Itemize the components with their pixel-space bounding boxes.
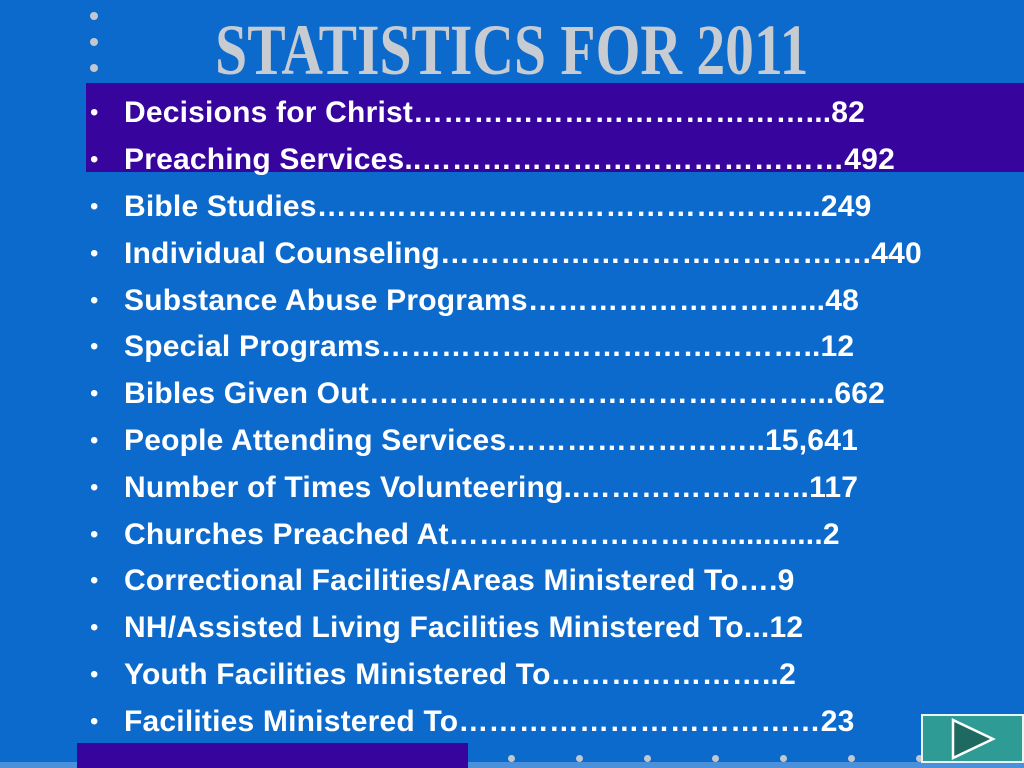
bullet-icon: •: [90, 473, 99, 501]
list-item-text: Youth Facilities Ministered To…………………..2: [124, 657, 796, 691]
list-item-text: Churches Preached At………………………...........…: [124, 517, 840, 551]
footer-dots: [508, 755, 923, 762]
dot-icon: [712, 755, 719, 762]
list-item: • Decisions for Christ…………………………………...82: [0, 90, 1024, 137]
slide-title: STATISTICS FOR 2011: [215, 10, 809, 90]
list-item-text: Special Programs……………………………………..12: [124, 330, 855, 364]
list-item: • Correctional Facilities/Areas Minister…: [0, 558, 1024, 605]
list-item-text: Individual Counseling…………………………………….440: [124, 236, 922, 270]
list-item: • Youth Facilities Ministered To………………….…: [0, 652, 1024, 699]
bullet-icon: •: [90, 520, 99, 548]
list-item: • NH/Assisted Living Facilities Minister…: [0, 605, 1024, 652]
bottom-edge-strip: [0, 762, 1024, 768]
list-item-text: Correctional Facilities/Areas Ministered…: [124, 564, 795, 598]
dot-icon: [90, 38, 98, 46]
list-item-text: Preaching Services..……………………………………492: [124, 143, 895, 177]
bullet-icon: •: [90, 380, 99, 408]
list-item-text: Decisions for Christ…………………………………...82: [124, 96, 866, 130]
bullet-icon: •: [90, 286, 99, 314]
bullet-icon: •: [90, 426, 99, 454]
list-item: • Number of Times Volunteering..………………….…: [0, 464, 1024, 511]
dot-icon: [644, 755, 651, 762]
list-item-text: Substance Abuse Programs………………………...48: [124, 283, 859, 317]
dot-icon: [508, 755, 515, 762]
bullet-icon: •: [90, 333, 99, 361]
next-slide-button[interactable]: [921, 714, 1024, 763]
dot-icon: [848, 755, 855, 762]
dot-icon: [576, 755, 583, 762]
title-dots: [90, 12, 98, 72]
highlight-bar: [86, 83, 1024, 172]
list-item-text: Facilities Ministered To………………………………23: [124, 704, 855, 738]
list-item: • Bible Studies……………………..…………………....249: [0, 184, 1024, 231]
dot-icon: [916, 755, 923, 762]
list-item: • People Attending Services……………………..15,…: [0, 418, 1024, 465]
bullet-icon: •: [90, 146, 99, 174]
list-item-text: Number of Times Volunteering..…………………..1…: [124, 470, 859, 504]
list-item: • Bibles Given Out……………..………………………...662: [0, 371, 1024, 418]
list-item: • Churches Preached At……………………….........…: [0, 511, 1024, 558]
bullet-icon: •: [90, 192, 99, 220]
list-item: • Substance Abuse Programs………………………...48: [0, 277, 1024, 324]
dot-icon: [780, 755, 787, 762]
list-item-text: Bibles Given Out……………..………………………...662: [124, 377, 886, 411]
list-item: • Special Programs……………………………………..12: [0, 324, 1024, 371]
bullet-icon: •: [90, 239, 99, 267]
dot-icon: [90, 64, 98, 72]
list-item-text: People Attending Services……………………..15,64…: [124, 423, 858, 457]
stats-list: • Decisions for Christ…………………………………...82…: [0, 90, 1024, 745]
bullet-icon: •: [90, 614, 99, 642]
play-icon: [951, 717, 996, 760]
title-container: STATISTICS FOR 2011: [0, 14, 1024, 86]
bullet-icon: •: [90, 660, 99, 688]
list-item: • Individual Counseling…………………………………….44…: [0, 230, 1024, 277]
footer-bar: [77, 743, 468, 768]
bullet-icon: •: [90, 99, 99, 127]
dot-icon: [90, 12, 98, 20]
list-item-text: Bible Studies……………………..…………………....249: [124, 189, 872, 223]
bullet-icon: •: [90, 567, 99, 595]
bullet-icon: •: [90, 707, 99, 735]
list-item-text: NH/Assisted Living Facilities Ministered…: [124, 611, 804, 645]
list-item: • Facilities Ministered To………………………………23: [0, 698, 1024, 745]
list-item: • Preaching Services..……………………………………492: [0, 137, 1024, 184]
